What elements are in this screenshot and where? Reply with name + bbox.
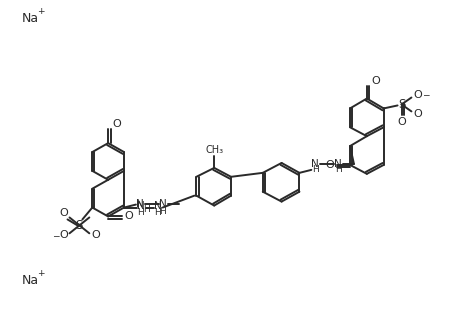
Text: N: N <box>136 198 144 209</box>
Text: S: S <box>398 98 405 111</box>
Text: O: O <box>326 160 335 170</box>
Text: N: N <box>334 159 342 169</box>
Text: H: H <box>137 208 144 217</box>
Text: N: N <box>159 198 166 209</box>
Text: CH₃: CH₃ <box>205 145 223 155</box>
Text: O: O <box>91 230 100 240</box>
Text: H: H <box>159 207 166 216</box>
Text: +: + <box>37 270 44 278</box>
Text: −: − <box>52 231 59 240</box>
Text: Na: Na <box>22 274 39 287</box>
Text: H: H <box>144 205 150 214</box>
Text: S: S <box>76 219 83 232</box>
Text: O: O <box>125 212 133 222</box>
Text: O: O <box>371 76 380 86</box>
Text: O: O <box>59 208 68 218</box>
Text: N: N <box>137 201 145 211</box>
Text: N: N <box>311 159 319 169</box>
Text: O: O <box>397 117 406 127</box>
Text: H: H <box>335 165 341 174</box>
Text: −: − <box>421 90 429 99</box>
Text: N: N <box>154 201 162 211</box>
Text: H: H <box>312 165 319 174</box>
Text: O: O <box>413 110 422 119</box>
Text: O: O <box>413 90 422 100</box>
Text: +: + <box>37 7 44 16</box>
Text: H: H <box>155 208 161 217</box>
Text: O: O <box>59 230 68 240</box>
Text: Na: Na <box>22 12 39 25</box>
Text: O: O <box>113 119 121 129</box>
